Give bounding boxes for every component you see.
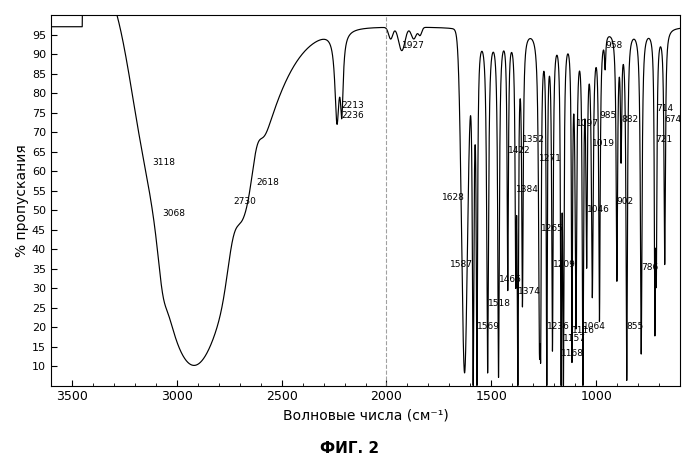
Text: 985: 985 [600,111,617,120]
Text: 1271: 1271 [540,154,562,163]
Text: 1518: 1518 [488,299,510,307]
Text: 1168: 1168 [561,349,584,358]
Text: 2730: 2730 [233,197,257,206]
Text: 958: 958 [605,41,622,50]
Text: 1374: 1374 [518,287,541,296]
Text: 1422: 1422 [507,147,531,155]
Text: 1236: 1236 [547,322,570,331]
Text: 1352: 1352 [522,135,545,144]
Text: 786: 786 [641,263,658,272]
Text: 902: 902 [617,197,634,206]
Text: 1587: 1587 [450,260,473,268]
Text: 1157: 1157 [563,334,586,343]
X-axis label: Волновые числа (см⁻¹): Волновые числа (см⁻¹) [282,409,448,423]
Text: 1064: 1064 [583,322,606,331]
Text: 855: 855 [627,322,644,331]
Y-axis label: % пропускания: % пропускания [15,144,29,257]
Text: 1927: 1927 [402,41,425,50]
Text: 721: 721 [655,135,672,144]
Text: 3118: 3118 [152,158,175,167]
Text: 1209: 1209 [552,260,575,268]
Text: 1466: 1466 [498,275,521,284]
Text: 2618: 2618 [257,177,280,187]
Text: 1046: 1046 [586,205,610,214]
Text: 674: 674 [665,115,682,124]
Text: 3068: 3068 [162,209,185,218]
Text: 1628: 1628 [442,193,465,202]
Text: 882: 882 [621,115,638,124]
Text: 1265: 1265 [541,225,563,233]
Text: 1569: 1569 [477,322,500,331]
Text: 1116: 1116 [572,326,595,335]
Text: 2213
2236: 2213 2236 [341,101,364,120]
Text: ФИГ. 2: ФИГ. 2 [320,441,379,456]
Text: 1384: 1384 [516,185,539,195]
Text: 1019: 1019 [592,139,615,148]
Text: 714: 714 [656,104,673,112]
Text: 1097: 1097 [576,119,599,128]
